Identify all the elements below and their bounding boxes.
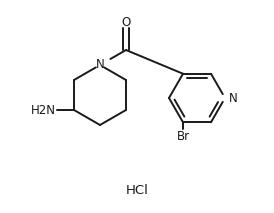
Text: N: N — [96, 59, 104, 72]
Text: H2N: H2N — [31, 104, 56, 117]
Text: HCl: HCl — [125, 184, 149, 197]
Text: Br: Br — [176, 130, 190, 143]
Text: N: N — [229, 92, 238, 105]
Text: O: O — [121, 16, 131, 29]
